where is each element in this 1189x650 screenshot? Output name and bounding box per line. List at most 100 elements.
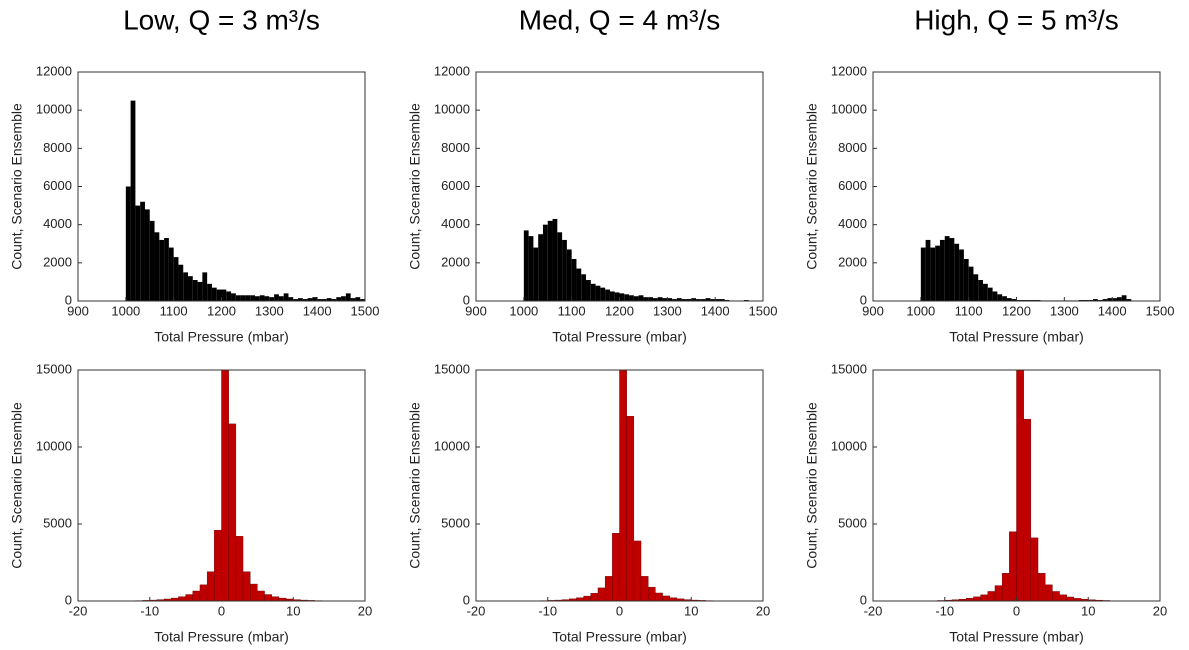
bar bbox=[612, 533, 620, 601]
x-tick-label: 1000 bbox=[509, 303, 538, 318]
y-tick-label: 12000 bbox=[434, 63, 470, 78]
x-tick-label: 0 bbox=[1013, 603, 1020, 618]
bar bbox=[1030, 537, 1039, 601]
x-tick-label: 900 bbox=[862, 303, 884, 318]
bar bbox=[341, 296, 346, 301]
bar bbox=[652, 298, 658, 301]
bar bbox=[231, 293, 236, 301]
y-tick-label: 10000 bbox=[831, 102, 867, 117]
bar bbox=[949, 238, 955, 301]
bar bbox=[973, 596, 981, 601]
bar bbox=[178, 264, 184, 301]
y-tick-label: 12000 bbox=[831, 63, 867, 78]
y-tick-label: 8000 bbox=[441, 140, 470, 155]
bar bbox=[557, 232, 563, 301]
bar bbox=[994, 585, 1003, 601]
bar bbox=[595, 285, 601, 301]
x-tick-label: 20 bbox=[756, 603, 770, 618]
bar bbox=[655, 592, 663, 601]
bar bbox=[250, 295, 255, 301]
bar bbox=[274, 294, 279, 301]
bar bbox=[935, 245, 940, 301]
x-tick-label: 1300 bbox=[255, 303, 284, 318]
bar bbox=[672, 299, 677, 301]
y-tick-label: 0 bbox=[463, 592, 470, 607]
chart-title: High, Q = 5 m³/s bbox=[914, 4, 1119, 35]
bar bbox=[221, 289, 227, 301]
bar bbox=[302, 299, 308, 301]
bar bbox=[345, 293, 351, 301]
bar bbox=[242, 571, 251, 601]
y-tick-label: 0 bbox=[463, 292, 470, 307]
bar bbox=[686, 299, 692, 301]
x-tick-label: 1000 bbox=[906, 303, 935, 318]
bar bbox=[1126, 299, 1132, 301]
y-tick-label: 4000 bbox=[838, 216, 867, 231]
bar bbox=[604, 576, 613, 601]
bar bbox=[614, 292, 620, 301]
y-tick-label: 2000 bbox=[838, 254, 867, 269]
x-tick-label: 1000 bbox=[111, 303, 140, 318]
bar bbox=[214, 529, 222, 601]
bar bbox=[590, 283, 596, 301]
bar bbox=[992, 291, 998, 301]
y-tick-label: 0 bbox=[860, 292, 867, 307]
y-tick-label: 0 bbox=[65, 292, 72, 307]
bar bbox=[978, 280, 984, 301]
bar bbox=[963, 259, 969, 301]
x-tick-label: 0 bbox=[616, 603, 623, 618]
bar bbox=[676, 298, 682, 301]
bar bbox=[240, 295, 246, 301]
bar bbox=[192, 280, 198, 301]
bar bbox=[968, 266, 974, 301]
bar bbox=[1116, 297, 1122, 301]
bar bbox=[1006, 298, 1012, 301]
x-tick-label: 1200 bbox=[605, 303, 634, 318]
y-tick-label: 10000 bbox=[36, 438, 72, 453]
bar bbox=[245, 295, 251, 301]
chart-title: Med, Q = 4 m³/s bbox=[519, 4, 721, 35]
y-axis-label: Count, Scenario Ensemble bbox=[9, 402, 25, 569]
y-tick-label: 10000 bbox=[831, 438, 867, 453]
bar bbox=[336, 297, 342, 301]
bar bbox=[168, 247, 174, 301]
bar bbox=[1121, 295, 1127, 301]
bar bbox=[973, 274, 979, 301]
x-tick-label: 1100 bbox=[558, 303, 586, 318]
histogram-panel: High, Q = 5 m³/s 900 1000 1100 1200 1300 1400 1… bbox=[804, 4, 1175, 344]
bar bbox=[586, 280, 591, 301]
y-tick-label: 4000 bbox=[441, 216, 470, 231]
histogram-panel: -20 -10 0 10 20 0 5000 10000 15000 Total Pressure… bbox=[804, 361, 1168, 644]
bar bbox=[293, 299, 299, 301]
y-tick-label: 5000 bbox=[43, 515, 72, 530]
bar bbox=[662, 298, 668, 301]
bar bbox=[983, 283, 988, 301]
bar bbox=[643, 297, 649, 301]
y-axis-label: Count, Scenario Ensemble bbox=[407, 103, 423, 270]
x-tick-label: 1400 bbox=[701, 303, 730, 318]
x-axis-label: Total Pressure (mbar) bbox=[154, 329, 289, 345]
x-tick-label: 1500 bbox=[351, 303, 380, 318]
bar bbox=[633, 540, 642, 601]
bar bbox=[271, 596, 280, 601]
y-tick-label: 15000 bbox=[36, 361, 72, 376]
bar bbox=[605, 289, 610, 301]
bar bbox=[197, 281, 203, 301]
bar bbox=[298, 298, 303, 301]
bars bbox=[125, 100, 365, 301]
bar bbox=[619, 370, 627, 601]
y-tick-label: 2000 bbox=[43, 254, 72, 269]
bar bbox=[288, 297, 294, 301]
bar bbox=[199, 584, 208, 601]
bar bbox=[633, 296, 639, 301]
bar bbox=[1002, 296, 1007, 301]
x-axis-label: Total Pressure (mbar) bbox=[154, 629, 289, 645]
bar bbox=[173, 257, 179, 301]
bar bbox=[681, 299, 687, 301]
y-tick-label: 12000 bbox=[36, 63, 72, 78]
x-tick-label: 10 bbox=[286, 603, 300, 618]
bar bbox=[719, 299, 725, 301]
bar bbox=[528, 236, 534, 301]
x-tick-label: 1200 bbox=[207, 303, 236, 318]
bar bbox=[954, 243, 960, 301]
